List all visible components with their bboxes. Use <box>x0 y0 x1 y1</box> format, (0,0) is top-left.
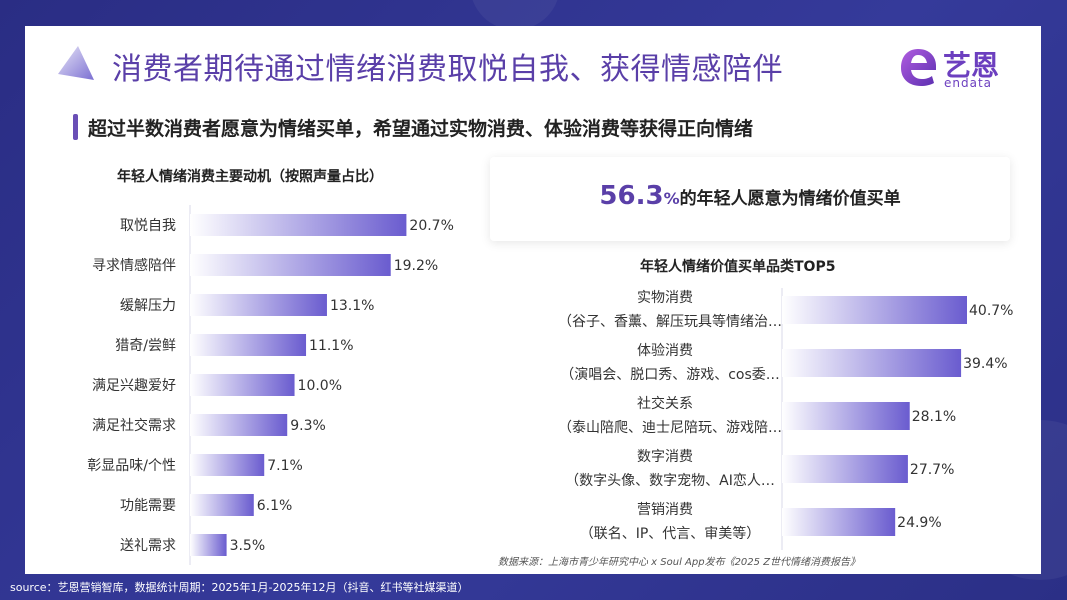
bar <box>190 374 295 396</box>
footer-source: source：艺恩营销智库，数据统计周期：2025年1月-2025年12月（抖音… <box>10 581 469 594</box>
bar <box>190 254 391 276</box>
category-label: 社交关系 <box>637 395 693 412</box>
page-title: 消费者期待通过情绪消费取悦自我、获得情感陪伴 <box>112 52 783 87</box>
left-chart-title: 年轻人情绪消费主要动机（按照声量占比） <box>117 169 383 185</box>
page-subtitle: 超过半数消费者愿意为情绪买单，希望通过实物消费、体验消费等获得正向情绪 <box>88 118 754 140</box>
motivation-bar-chart: 取悦自我 20.7% 寻求情感陪伴 19.2% 缓解压力 13.1% 猎奇/尝鲜 11.1% 满… <box>87 205 454 565</box>
category-label: 猎奇/尝鲜 <box>115 337 176 354</box>
category-label: 数字消费 <box>637 449 693 465</box>
category-label: 功能需要 <box>120 498 176 514</box>
right-chart-title: 年轻人情绪价值买单品类TOP5 <box>640 259 836 275</box>
logo-cn-text: 艺恩 <box>943 49 1000 82</box>
value-label: 7.1% <box>267 458 303 474</box>
value-label: 6.1% <box>257 498 293 514</box>
category-label: 实物消费 <box>637 290 693 306</box>
value-label: 40.7% <box>969 303 1013 319</box>
category-bar-chart: 实物消费 （谷子、香薰、解压玩具等情绪治… 40.7% 体验消费 （演唱会、脱口秀、游戏… <box>558 288 1013 550</box>
category-label: 营销消费 <box>637 502 693 518</box>
bar <box>190 214 407 236</box>
endata-logo-icon <box>901 49 936 86</box>
bar <box>190 334 307 356</box>
stat-card: 56.3%的年轻人愿意为情绪价值买单 <box>490 157 1010 241</box>
category-label: 满足社交需求 <box>92 417 176 434</box>
category-sublabel: （泰山陪爬、迪士尼陪玩、游戏陪… <box>558 420 782 436</box>
category-label: 彰显品味/个性 <box>87 457 176 474</box>
category-sublabel: （演唱会、脱口秀、游戏、cos委… <box>560 367 780 383</box>
subtitle-accent-bar <box>73 114 78 140</box>
logo-en-text: endata <box>944 76 993 90</box>
endata-logo: 艺恩 endata <box>897 44 1021 90</box>
value-label: 10.0% <box>298 378 342 394</box>
category-label: 送礼需求 <box>120 538 176 554</box>
value-label: 11.1% <box>309 338 353 354</box>
bar <box>190 414 288 436</box>
value-label: 20.7% <box>409 218 453 234</box>
category-sublabel: （数字头像、数字宠物、AI恋人… <box>565 472 775 489</box>
bar <box>782 455 908 483</box>
stat-text: 的年轻人愿意为情绪价值买单 <box>679 189 901 209</box>
bar <box>782 296 967 324</box>
title-triangle-icon <box>58 46 94 80</box>
bar <box>190 534 227 556</box>
category-label: 体验消费 <box>637 343 693 359</box>
stat-line: 56.3%的年轻人愿意为情绪价值买单 <box>490 181 1010 211</box>
value-label: 9.3% <box>290 418 326 434</box>
bar <box>782 508 896 536</box>
value-label: 19.2% <box>394 258 438 274</box>
category-sublabel: （联名、IP、代言、审美等） <box>580 525 761 542</box>
category-label: 缓解压力 <box>120 298 176 314</box>
value-label: 27.7% <box>910 462 954 478</box>
source-note: 数据来源：上海市青少年研究中心 x Soul App发布《2025 Z世代情绪消… <box>498 557 861 568</box>
category-sublabel: （谷子、香薰、解压玩具等情绪治… <box>558 313 782 330</box>
stat-unit: % <box>663 189 680 208</box>
value-label: 24.9% <box>897 515 941 531</box>
bar <box>190 294 327 316</box>
category-label: 满足兴趣爱好 <box>92 378 176 394</box>
bar <box>190 454 265 476</box>
category-label: 取悦自我 <box>120 218 176 234</box>
value-label: 13.1% <box>330 298 374 314</box>
category-label: 寻求情感陪伴 <box>92 257 176 274</box>
value-label: 28.1% <box>912 409 956 425</box>
bar <box>782 402 910 430</box>
bar <box>782 349 962 377</box>
stat-value: 56.3 <box>599 181 664 211</box>
bar <box>190 494 254 516</box>
value-label: 3.5% <box>230 538 266 554</box>
value-label: 39.4% <box>963 356 1007 372</box>
